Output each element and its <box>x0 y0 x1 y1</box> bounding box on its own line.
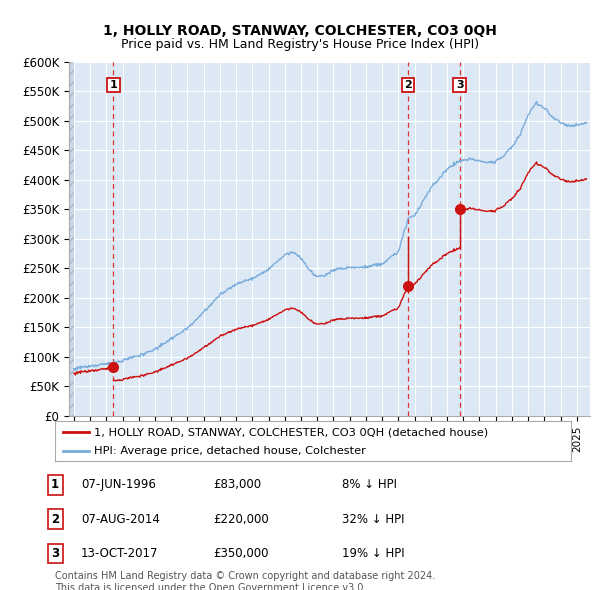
Text: 1: 1 <box>51 478 59 491</box>
Text: Price paid vs. HM Land Registry's House Price Index (HPI): Price paid vs. HM Land Registry's House … <box>121 38 479 51</box>
Text: 07-JUN-1996: 07-JUN-1996 <box>81 478 156 491</box>
Text: £220,000: £220,000 <box>213 513 269 526</box>
Text: 8% ↓ HPI: 8% ↓ HPI <box>342 478 397 491</box>
Text: 19% ↓ HPI: 19% ↓ HPI <box>342 547 404 560</box>
Text: 3: 3 <box>51 547 59 560</box>
Text: 13-OCT-2017: 13-OCT-2017 <box>81 547 158 560</box>
Text: £350,000: £350,000 <box>213 547 269 560</box>
Text: 1, HOLLY ROAD, STANWAY, COLCHESTER, CO3 0QH (detached house): 1, HOLLY ROAD, STANWAY, COLCHESTER, CO3 … <box>94 427 488 437</box>
Text: 3: 3 <box>456 80 463 90</box>
Text: HPI: Average price, detached house, Colchester: HPI: Average price, detached house, Colc… <box>94 447 366 456</box>
Text: £83,000: £83,000 <box>213 478 261 491</box>
Text: 1, HOLLY ROAD, STANWAY, COLCHESTER, CO3 0QH: 1, HOLLY ROAD, STANWAY, COLCHESTER, CO3 … <box>103 24 497 38</box>
Text: Contains HM Land Registry data © Crown copyright and database right 2024.
This d: Contains HM Land Registry data © Crown c… <box>55 571 436 590</box>
Bar <box>69 62 74 416</box>
Text: 1: 1 <box>110 80 118 90</box>
Text: 07-AUG-2014: 07-AUG-2014 <box>81 513 160 526</box>
Text: 32% ↓ HPI: 32% ↓ HPI <box>342 513 404 526</box>
Text: 2: 2 <box>404 80 412 90</box>
Text: 2: 2 <box>51 513 59 526</box>
